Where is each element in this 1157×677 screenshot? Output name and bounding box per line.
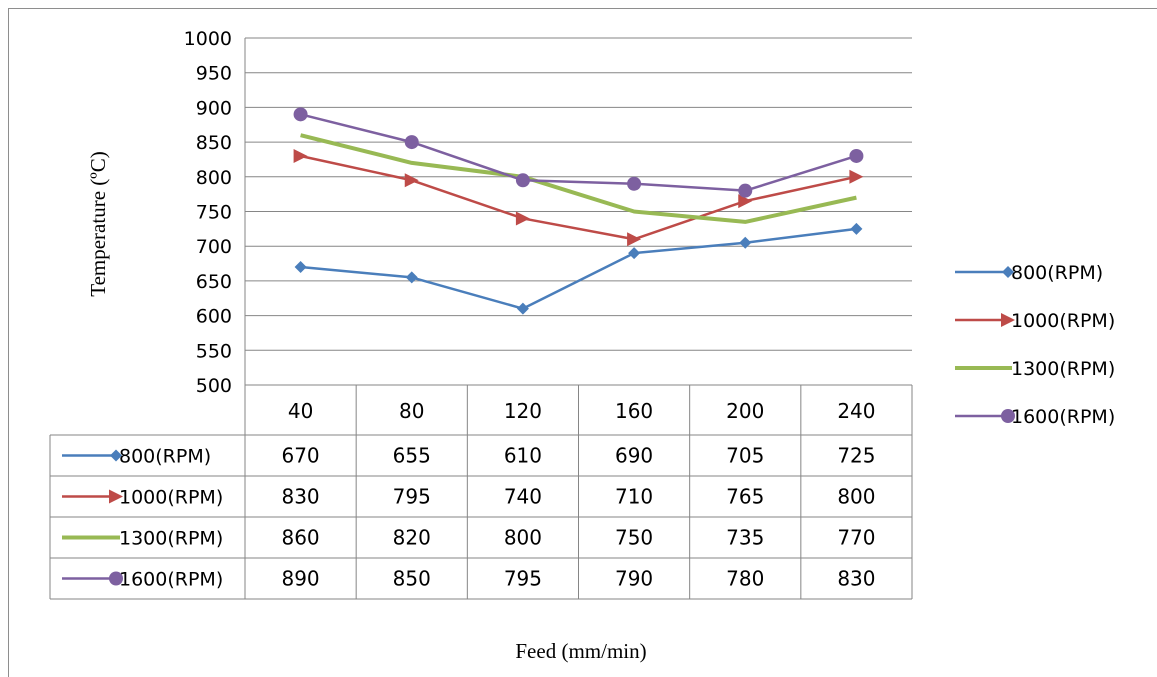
table-cell-800-rpm-40: 670 <box>281 444 319 468</box>
table-cell-1000-rpm-40: 830 <box>281 485 319 509</box>
data-table: 40 80 120 160 200 240 800(RPM) 670 655 610 690 705 7… <box>49 384 913 600</box>
y-tick-label-550: 550 <box>196 340 232 362</box>
series-line-1600-rpm <box>300 113 857 192</box>
legend-label-800-rpm: 800(RPM) <box>1011 262 1103 284</box>
x-tick-label-240: 240 <box>837 399 875 423</box>
table-cell-800-rpm-200: 705 <box>726 444 764 468</box>
table-cell-800-rpm-240: 725 <box>837 444 875 468</box>
table-cell-1300-rpm-40: 860 <box>281 526 319 550</box>
y-axis-label: Temperature (ºC) <box>86 151 110 297</box>
table-cell-1300-rpm-160: 750 <box>615 526 653 550</box>
table-cell-800-rpm-120: 610 <box>504 444 542 468</box>
point-1600-rpm-40 <box>293 107 308 122</box>
table-cell-1000-rpm-200: 765 <box>726 485 764 509</box>
point-800-rpm-200 <box>739 236 752 249</box>
legend-key-800-rpm-marker <box>1002 266 1014 278</box>
y-tick-label-850: 850 <box>196 132 232 154</box>
y-tick-label-750: 750 <box>196 202 232 224</box>
point-1000-rpm-40 <box>293 148 308 163</box>
legend: 800(RPM) 1000(RPM) 1300(RPM) 1600(RPM) <box>955 262 1115 428</box>
table-cell-1600-rpm-240: 830 <box>837 567 875 591</box>
y-tick-label-800: 800 <box>196 167 232 189</box>
table-row-label-1600-rpm: 1600(RPM) <box>119 569 223 591</box>
chart-border <box>8 8 1157 677</box>
table-key-800-rpm-marker <box>110 449 122 462</box>
point-1600-rpm-240 <box>849 148 864 163</box>
table-row-label-1300-rpm: 1300(RPM) <box>119 528 223 550</box>
point-1600-rpm-200 <box>738 183 753 198</box>
plot-series <box>293 107 864 315</box>
series-line-1000-rpm <box>300 154 857 241</box>
table-cell-1600-rpm-120: 795 <box>504 567 542 591</box>
point-1600-rpm-160 <box>627 176 642 191</box>
table-cell-1000-rpm-80: 795 <box>393 485 431 509</box>
table-row-label-1000-rpm: 1000(RPM) <box>119 487 223 509</box>
x-axis-label: Feed (mm/min) <box>515 639 646 663</box>
table-cell-1600-rpm-160: 790 <box>615 567 653 591</box>
point-1600-rpm-80 <box>404 135 419 150</box>
legend-label-1000-rpm: 1000(RPM) <box>1011 310 1115 332</box>
point-1000-rpm-200 <box>738 194 753 209</box>
table-key-1000-rpm-marker <box>109 489 123 504</box>
point-1000-rpm-80 <box>404 173 419 188</box>
point-1000-rpm-120 <box>515 211 530 226</box>
x-tick-label-200: 200 <box>726 399 764 423</box>
x-tick-label-120: 120 <box>504 399 542 423</box>
table-cell-1000-rpm-160: 710 <box>615 485 653 509</box>
legend-key-1600-rpm-marker <box>1001 409 1015 423</box>
table-cell-1300-rpm-240: 770 <box>837 526 875 550</box>
legend-key-1000-rpm-marker <box>1001 313 1015 327</box>
y-tick-label-1000: 1000 <box>184 28 232 50</box>
point-800-rpm-80 <box>405 271 418 284</box>
point-800-rpm-160 <box>628 247 641 260</box>
x-tick-label-40: 40 <box>288 399 313 423</box>
y-axis-ticks: 500 550 600 650 700 750 800 850 900 950 1000 <box>184 28 232 397</box>
x-tick-label-160: 160 <box>615 399 653 423</box>
legend-label-1600-rpm: 1600(RPM) <box>1011 406 1115 428</box>
point-1000-rpm-240 <box>849 169 864 184</box>
table-cell-1300-rpm-80: 820 <box>393 526 431 550</box>
table-cell-1000-rpm-120: 740 <box>504 485 542 509</box>
point-800-rpm-40 <box>294 261 307 274</box>
series-line-1300-rpm <box>300 133 857 224</box>
y-tick-label-500: 500 <box>196 375 232 397</box>
table-cell-1600-rpm-40: 890 <box>281 567 319 591</box>
y-tick-label-600: 600 <box>196 306 232 328</box>
point-800-rpm-120 <box>516 302 529 315</box>
y-tick-label-650: 650 <box>196 271 232 293</box>
table-cell-1300-rpm-120: 800 <box>504 526 542 550</box>
table-cell-1300-rpm-200: 735 <box>726 526 764 550</box>
table-row-label-800-rpm: 800(RPM) <box>119 446 211 468</box>
table-cell-1000-rpm-240: 800 <box>837 485 875 509</box>
y-tick-label-950: 950 <box>196 63 232 85</box>
y-tick-label-700: 700 <box>196 236 232 258</box>
gridlines <box>244 37 912 385</box>
y-tick-label-900: 900 <box>196 97 232 119</box>
legend-label-1300-rpm: 1300(RPM) <box>1011 358 1115 380</box>
table-cell-1600-rpm-80: 850 <box>393 567 431 591</box>
table-cell-800-rpm-160: 690 <box>615 444 653 468</box>
table-cell-800-rpm-80: 655 <box>393 444 431 468</box>
table-cell-1600-rpm-200: 780 <box>726 567 764 591</box>
x-tick-label-80: 80 <box>399 399 424 423</box>
point-800-rpm-240 <box>850 222 863 235</box>
series-line-800-rpm <box>300 227 857 310</box>
point-1600-rpm-120 <box>515 173 530 188</box>
table-key-1600-rpm-marker <box>109 571 123 586</box>
point-1000-rpm-160 <box>627 232 642 247</box>
